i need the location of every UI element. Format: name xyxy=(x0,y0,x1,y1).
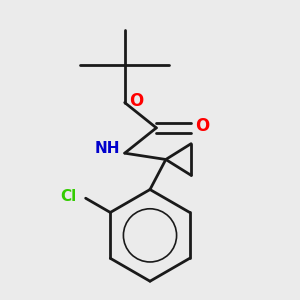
Text: O: O xyxy=(195,117,210,135)
Text: NH: NH xyxy=(94,141,120,156)
Text: O: O xyxy=(129,92,143,110)
Text: Cl: Cl xyxy=(60,189,76,204)
